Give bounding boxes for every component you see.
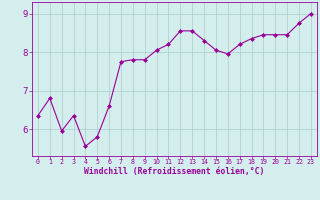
X-axis label: Windchill (Refroidissement éolien,°C): Windchill (Refroidissement éolien,°C) [84,167,265,176]
